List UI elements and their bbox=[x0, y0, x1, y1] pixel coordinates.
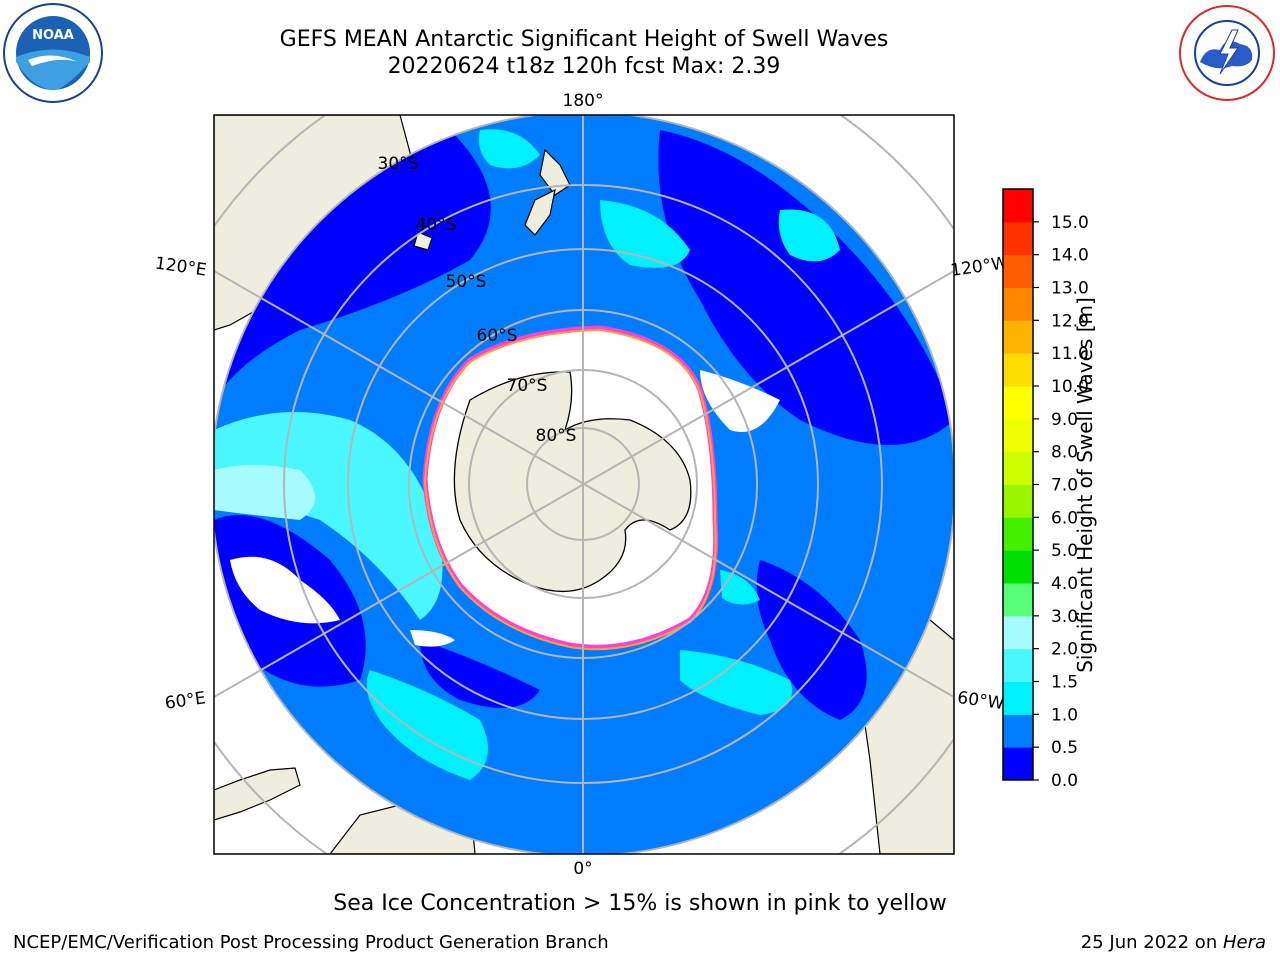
colorbar-segment bbox=[1003, 648, 1033, 682]
colorbar-tick-label: 13.0 bbox=[1051, 279, 1089, 299]
lon-label-120e: 120°E bbox=[154, 254, 208, 281]
lat-label-60s: 60°S bbox=[477, 326, 518, 346]
new-zealand-north bbox=[539, 148, 571, 196]
colorbar-tick-label: 8.0 bbox=[1051, 443, 1078, 463]
colorbar: 0.0 0.5 1.0 1.5 2.0 3.0 4.0 5.0 6.0 7.0 8.0 9.0 10.0… bbox=[1002, 188, 1089, 791]
colorbar-tick-label: 4.0 bbox=[1051, 574, 1078, 594]
map-frame bbox=[213, 114, 955, 855]
colorbar-segment bbox=[1003, 714, 1033, 748]
colorbar-segment bbox=[1003, 189, 1033, 223]
lat-label-80s: 80°S bbox=[536, 426, 577, 446]
colorbar-tick-label: 0.0 bbox=[1051, 771, 1078, 791]
colorbar-segment bbox=[1003, 386, 1033, 420]
lon-label-180: 180° bbox=[563, 91, 604, 111]
lat-label-50s: 50°S bbox=[446, 272, 487, 292]
footer-machine: Hera bbox=[1222, 932, 1266, 953]
colorbar-tick-label: 12.0 bbox=[1051, 311, 1089, 331]
footer-credit: NCEP/EMC/Verification Post Processing Pr… bbox=[13, 932, 609, 953]
colorbar-tick-label: 1.0 bbox=[1051, 705, 1078, 725]
lon-label-60w: 60°W bbox=[956, 688, 1005, 714]
colorbar-tick-label: 6.0 bbox=[1051, 508, 1078, 528]
colorbar-tick-label: 5.0 bbox=[1051, 541, 1078, 561]
noaa-logo-text: NOAA bbox=[32, 28, 74, 43]
colorbar-segment bbox=[1003, 451, 1033, 485]
colorbar-segment bbox=[1003, 484, 1033, 518]
tasmania bbox=[413, 231, 433, 251]
colorbar-segment bbox=[1003, 353, 1033, 387]
lat-label-70s: 70°S bbox=[507, 376, 548, 396]
colorbar-tick-label: 9.0 bbox=[1051, 410, 1078, 430]
colorbar-segment bbox=[1003, 517, 1033, 551]
colorbar-tick-label: 10.0 bbox=[1051, 377, 1089, 397]
colorbar-tick-label: 0.5 bbox=[1051, 738, 1078, 758]
colorbar-tick-label: 7.0 bbox=[1051, 476, 1078, 496]
footer-date: 25 Jun 2022 on Hera bbox=[1081, 932, 1266, 953]
colorbar-tick-label: 3.0 bbox=[1051, 607, 1078, 627]
lat-label-30s: 30°S bbox=[378, 154, 419, 174]
colorbar-segment bbox=[1003, 583, 1033, 617]
colorbar-segment bbox=[1003, 418, 1033, 453]
lat-label-40s: 40°S bbox=[416, 215, 457, 235]
colorbar-tick-label: 1.5 bbox=[1051, 673, 1078, 693]
colorbar-segment bbox=[1003, 254, 1033, 288]
graticule bbox=[214, 115, 954, 854]
colorbar-segment bbox=[1003, 615, 1033, 650]
colorbar-segment bbox=[1003, 681, 1033, 715]
colorbar-segment bbox=[1003, 287, 1033, 321]
colorbar-segment bbox=[1003, 320, 1033, 354]
sea-ice-note: Sea Ice Concentration > 15% is shown in … bbox=[333, 891, 947, 916]
noaa-logo: NOAA bbox=[3, 3, 103, 103]
colorbar-tick-label: 2.0 bbox=[1051, 640, 1078, 660]
lon-label-120w: 120°W bbox=[949, 253, 1009, 281]
chart-subtitle: 20220624 t18z 120h fcst Max: 2.39 bbox=[387, 54, 781, 79]
colorbar-tick-label: 14.0 bbox=[1051, 246, 1089, 266]
colorbar-segment bbox=[1003, 221, 1033, 256]
colorbar-tick-label: 11.0 bbox=[1051, 344, 1089, 364]
lon-label-0: 0° bbox=[573, 859, 592, 879]
colorbar-segment bbox=[1003, 550, 1033, 584]
nws-logo bbox=[1179, 5, 1275, 101]
new-zealand-south bbox=[524, 188, 556, 236]
lon-label-60e: 60°E bbox=[164, 688, 207, 713]
colorbar-segment bbox=[1003, 747, 1033, 781]
chart-title: GEFS MEAN Antarctic Significant Height o… bbox=[279, 27, 889, 52]
footer-date-text: 25 Jun 2022 on bbox=[1080, 932, 1223, 953]
antarctica-landmass bbox=[453, 371, 692, 593]
colorbar-tick-label: 15.0 bbox=[1051, 213, 1089, 233]
colorbar-label: Significant Height of Swell Waves [m] bbox=[1073, 297, 1097, 673]
